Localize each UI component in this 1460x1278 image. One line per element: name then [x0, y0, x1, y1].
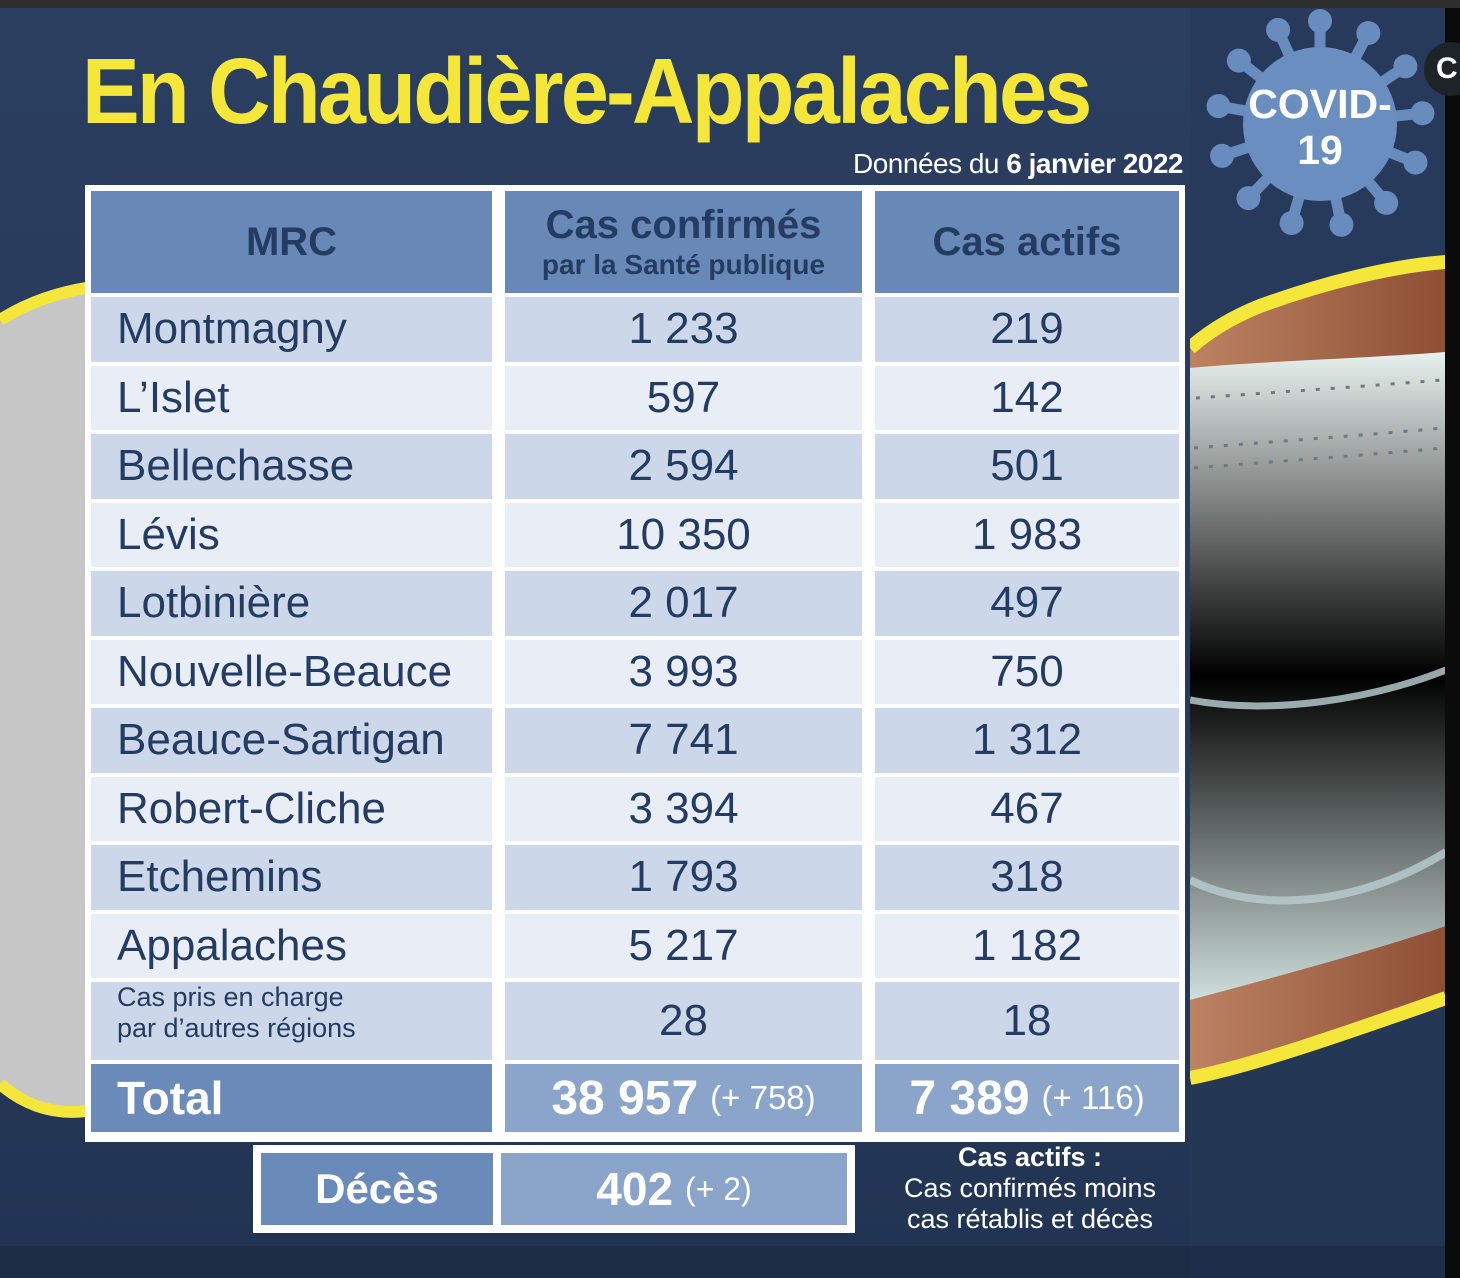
row-mrc-name: Bellechasse [91, 434, 492, 499]
total-active: 7 389 (+ 116) [875, 1064, 1179, 1132]
row-other-regions-active: 18 [875, 982, 1179, 1060]
yellow-curve-bottom [1190, 991, 1446, 1085]
row-mrc-name: L’Islet [91, 365, 492, 430]
date-prefix: Données du [853, 148, 1007, 179]
other-regions-line1: Cas pris en charge [117, 982, 344, 1012]
row-active: 219 [875, 297, 1179, 362]
overlay-button[interactable]: C [1424, 42, 1460, 96]
other-regions-line2: par d’autres régions [117, 1013, 356, 1043]
row-mrc-name: Lévis [91, 502, 492, 567]
mask-fold [1190, 848, 1446, 905]
row-other-regions-confirmed: 28 [505, 982, 862, 1060]
row-confirmed: 5 217 [505, 913, 862, 978]
row-confirmed: 1 793 [505, 845, 862, 910]
row-mrc-name: Lotbinière [91, 571, 492, 636]
row-mrc-name: Nouvelle-Beauce [91, 639, 492, 704]
mask-stitch-line [1193, 446, 1443, 470]
row-active: 1 983 [875, 502, 1179, 567]
deaths-label: Décès [261, 1153, 493, 1225]
virus-body [1243, 47, 1397, 201]
col-header-confirmed: Cas confirmés par la Santé publique [505, 191, 862, 293]
deaths-box: Décès 402 (+ 2) [253, 1145, 855, 1233]
row-mrc-name: Appalaches [91, 913, 492, 978]
note-title: Cas actifs : [957, 1142, 1103, 1172]
row-other-regions-label: Cas pris en charge par d’autres régions [91, 982, 492, 1060]
total-active-delta: (+ 116) [1041, 1079, 1145, 1116]
row-confirmed: 1 233 [505, 297, 862, 362]
player-right-strip [1445, 0, 1460, 1278]
mask-stitch-line [1195, 378, 1443, 400]
row-confirmed: 597 [505, 365, 862, 430]
gray-shape [0, 287, 92, 1112]
col-header-mrc: MRC [91, 191, 492, 293]
row-confirmed: 3 993 [505, 639, 862, 704]
row-mrc-name: Montmagny [91, 297, 492, 362]
row-confirmed: 7 741 [505, 708, 862, 773]
deaths-delta: (+ 2) [685, 1170, 752, 1207]
row-confirmed: 10 350 [505, 502, 862, 567]
row-active: 1 182 [875, 913, 1179, 978]
note-line2: cas rétablis et décès [906, 1204, 1154, 1234]
col-header-active: Cas actifs [875, 191, 1179, 293]
col-header-confirmed-label: Cas confirmés [545, 203, 822, 248]
row-active: 467 [875, 776, 1179, 841]
total-confirmed-delta: (+ 758) [710, 1079, 816, 1116]
row-confirmed: 2 017 [505, 571, 862, 636]
row-mrc-name: Robert-Cliche [91, 776, 492, 841]
mask-fold [1190, 666, 1446, 710]
row-active: 497 [875, 571, 1179, 636]
yellow-curve-left-top [0, 281, 92, 326]
left-gray-band [0, 281, 92, 1118]
row-active: 318 [875, 845, 1179, 910]
covid-virus-icon: COVID- 19 [1206, 9, 1435, 237]
row-active: 750 [875, 639, 1179, 704]
deaths-value: 402 [596, 1163, 674, 1215]
col-header-confirmed-sub: par la Santé publique [541, 249, 826, 281]
total-active-value: 7 389 [909, 1071, 1030, 1125]
page-title: En Chaudière-Appalaches [82, 39, 1092, 143]
row-active: 501 [875, 434, 1179, 499]
covid-badge-line2: 19 [1297, 127, 1343, 173]
cases-table: MRC Cas confirmés par la Santé publique … [85, 185, 1185, 1142]
row-confirmed: 3 394 [505, 776, 862, 841]
covid-badge-line1: COVID- [1248, 81, 1392, 127]
total-confirmed: 38 957 (+ 758) [505, 1064, 862, 1132]
data-date: Données du 6 janvier 2022 [600, 148, 1183, 180]
row-active: 142 [875, 365, 1179, 430]
col-header-mrc-label: MRC [245, 220, 338, 264]
row-active: 1 312 [875, 708, 1179, 773]
mask-stitch-line [1193, 426, 1443, 450]
date-value: 6 janvier 2022 [1006, 148, 1183, 179]
yellow-curve-top [1190, 255, 1446, 354]
surgical-mask [1190, 352, 1446, 1000]
deaths-value-cell: 402 (+ 2) [501, 1153, 847, 1225]
bottom-shade-band [0, 1246, 1460, 1278]
total-label: Total [91, 1064, 492, 1132]
active-cases-note: Cas actifs : Cas confirmés moins cas rét… [880, 1142, 1180, 1235]
row-mrc-name: Beauce-Sartigan [91, 708, 492, 773]
overlay-button-glyph: C [1436, 52, 1458, 85]
note-line1: Cas confirmés moins [903, 1173, 1157, 1203]
col-header-active-label: Cas actifs [932, 220, 1122, 264]
window-top-edge [0, 0, 1460, 8]
row-confirmed: 2 594 [505, 434, 862, 499]
yellow-curve-left-bottom [0, 1079, 92, 1118]
row-mrc-name: Etchemins [91, 845, 492, 910]
total-confirmed-value: 38 957 [551, 1071, 699, 1125]
